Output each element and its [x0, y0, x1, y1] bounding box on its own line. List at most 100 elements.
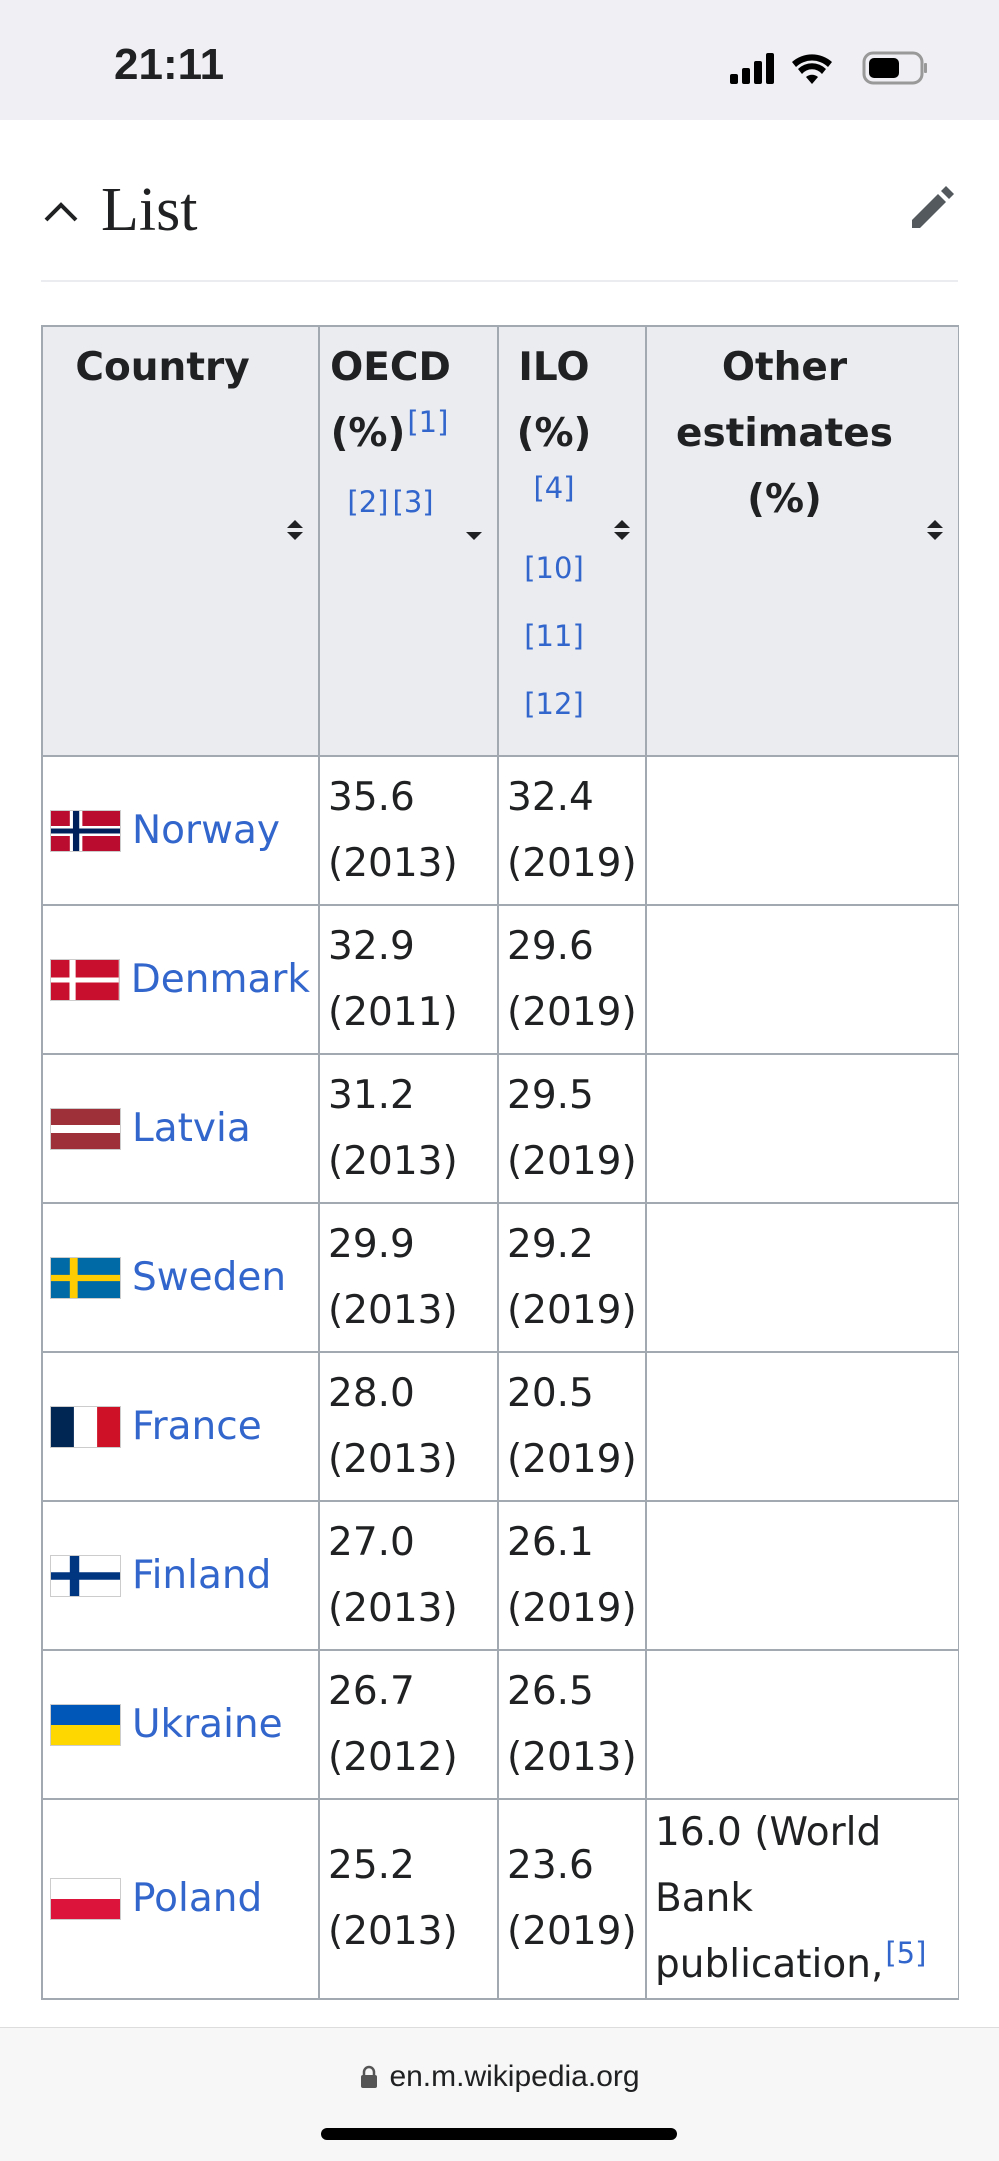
status-bar: 21:11 — [0, 0, 999, 120]
column-header: OECD (%)[1] [2] [3] — [318, 325, 499, 757]
country-cell: France — [41, 1351, 320, 1502]
edit-icon[interactable] — [908, 182, 958, 232]
table-row: Ukraine 26.7 (2012) 26.5 (2013) — [41, 1649, 959, 1800]
country-cell: Denmark — [41, 904, 320, 1055]
country-link[interactable]: Norway — [132, 807, 280, 853]
ilo-cell: 29.6 (2019) — [497, 904, 647, 1055]
table-row: Denmark 32.9 (2011) 29.6 (2019) — [41, 904, 959, 1055]
country: Denmark — [50, 947, 310, 1013]
lock-icon — [361, 2065, 378, 2088]
oecd-cell: 26.7 (2012) — [318, 1649, 499, 1800]
country-link[interactable]: Sweden — [132, 1254, 287, 1300]
oecd-cell: 35.6 (2013) — [318, 755, 499, 906]
flag-icon — [50, 1107, 121, 1150]
flag-icon — [50, 1256, 121, 1299]
country-cell: Finland — [41, 1500, 320, 1651]
country: Latvia — [50, 1096, 310, 1162]
section-heading: List — [41, 170, 958, 282]
header-text: OECD (%) — [330, 345, 451, 456]
other-cell — [645, 1053, 959, 1204]
data-table: Country OECD (%)[1] [2] [3] ILO (%) [4] [10] [1… — [41, 325, 959, 2000]
status-icons — [730, 51, 927, 85]
table-row: Poland 25.2 (2013) 23.6 (2019) 16.0 (World … — [41, 1798, 959, 2000]
reference-link[interactable]: [4] — [533, 471, 575, 505]
oecd-cell: 32.9 (2011) — [318, 904, 499, 1055]
url-bar[interactable]: en.m.wikipedia.org — [0, 2060, 999, 2094]
section-title: List — [101, 176, 198, 244]
country-cell: Ukraine — [41, 1649, 320, 1800]
country-cell: Poland — [41, 1798, 320, 2000]
sort-icon[interactable] — [924, 517, 946, 543]
ilo-cell: 26.1 (2019) — [497, 1500, 647, 1651]
flag-icon — [50, 1554, 121, 1597]
country-link[interactable]: Denmark — [130, 956, 310, 1002]
table-row: Finland 27.0 (2013) 26.1 (2019) — [41, 1500, 959, 1651]
country-cell: Latvia — [41, 1053, 320, 1204]
browser-bar: en.m.wikipedia.org — [0, 2027, 999, 2161]
collapse-icon[interactable] — [41, 192, 81, 232]
country-link[interactable]: France — [132, 1403, 262, 1449]
oecd-cell: 27.0 (2013) — [318, 1500, 499, 1651]
country-link[interactable]: Latvia — [132, 1105, 251, 1151]
country-cell: Norway — [41, 755, 320, 906]
column-header: Country — [41, 325, 320, 757]
ilo-cell: 23.6 (2019) — [497, 1798, 647, 2000]
home-indicator — [321, 2128, 677, 2140]
country: Finland — [50, 1543, 310, 1609]
country: Norway — [50, 798, 310, 864]
country-link[interactable]: Ukraine — [132, 1701, 283, 1747]
sort-icon[interactable] — [463, 517, 485, 543]
column-header: Other estimates (%) — [645, 325, 959, 757]
ilo-cell: 32.4 (2019) — [497, 755, 647, 906]
flag-icon — [50, 1878, 121, 1920]
table-row: Sweden 29.9 (2013) 29.2 (2019) — [41, 1202, 959, 1353]
reference-link[interactable]: [12] — [524, 687, 584, 721]
other-cell — [645, 1202, 959, 1353]
oecd-cell: 28.0 (2013) — [318, 1351, 499, 1502]
sort-icon[interactable] — [611, 517, 633, 543]
header-text: ILO (%) — [516, 345, 592, 456]
country-link[interactable]: Finland — [132, 1552, 272, 1598]
other-cell — [645, 1351, 959, 1502]
flag-icon — [50, 958, 120, 1001]
country: Sweden — [50, 1245, 310, 1311]
flag-icon — [50, 1703, 121, 1746]
reference-link[interactable]: [10] — [524, 551, 584, 585]
country: Poland — [50, 1866, 310, 1932]
sort-icon[interactable] — [284, 517, 306, 543]
other-estimate: 16.0 (World Bank publication, — [655, 1810, 884, 1987]
oecd-cell: 29.9 (2013) — [318, 1202, 499, 1353]
ilo-cell: 29.2 (2019) — [497, 1202, 647, 1353]
other-cell — [645, 1649, 959, 1800]
time: 21:11 — [114, 40, 225, 89]
column-header: ILO (%) [4] [10] [11] [12] — [497, 325, 647, 757]
country: France — [50, 1394, 310, 1460]
reference-link[interactable]: [5] — [885, 1936, 927, 1970]
flag-icon — [50, 809, 121, 852]
reference-link[interactable]: [3] — [392, 485, 434, 519]
url: en.m.wikipedia.org — [389, 2060, 640, 2093]
other-cell: 16.0 (World Bank publication,[5] — [645, 1798, 959, 2000]
flag-icon — [50, 1405, 121, 1448]
other-cell — [645, 1500, 959, 1651]
reference-link[interactable]: [2] — [347, 485, 389, 519]
reference-link[interactable]: [1] — [407, 405, 449, 439]
country-link[interactable]: Poland — [132, 1876, 263, 1921]
ilo-cell: 29.5 (2019) — [497, 1053, 647, 1204]
table-row: Norway 35.6 (2013) 32.4 (2019) — [41, 755, 959, 906]
country: Ukraine — [50, 1692, 310, 1758]
table-row: France 28.0 (2013) 20.5 (2019) — [41, 1351, 959, 1502]
table-container: Country OECD (%)[1] [2] [3] ILO (%) [4] [10] [1… — [41, 325, 959, 2027]
table-row: Latvia 31.2 (2013) 29.5 (2019) — [41, 1053, 959, 1204]
header-text: Country — [75, 345, 250, 390]
other-cell — [645, 755, 959, 906]
other-cell — [645, 904, 959, 1055]
oecd-cell: 25.2 (2013) — [318, 1798, 499, 2000]
oecd-cell: 31.2 (2013) — [318, 1053, 499, 1204]
reference-link[interactable]: [11] — [524, 619, 584, 653]
ilo-cell: 20.5 (2019) — [497, 1351, 647, 1502]
country-cell: Sweden — [41, 1202, 320, 1353]
header-text: Other estimates (%) — [676, 345, 893, 522]
ilo-cell: 26.5 (2013) — [497, 1649, 647, 1800]
